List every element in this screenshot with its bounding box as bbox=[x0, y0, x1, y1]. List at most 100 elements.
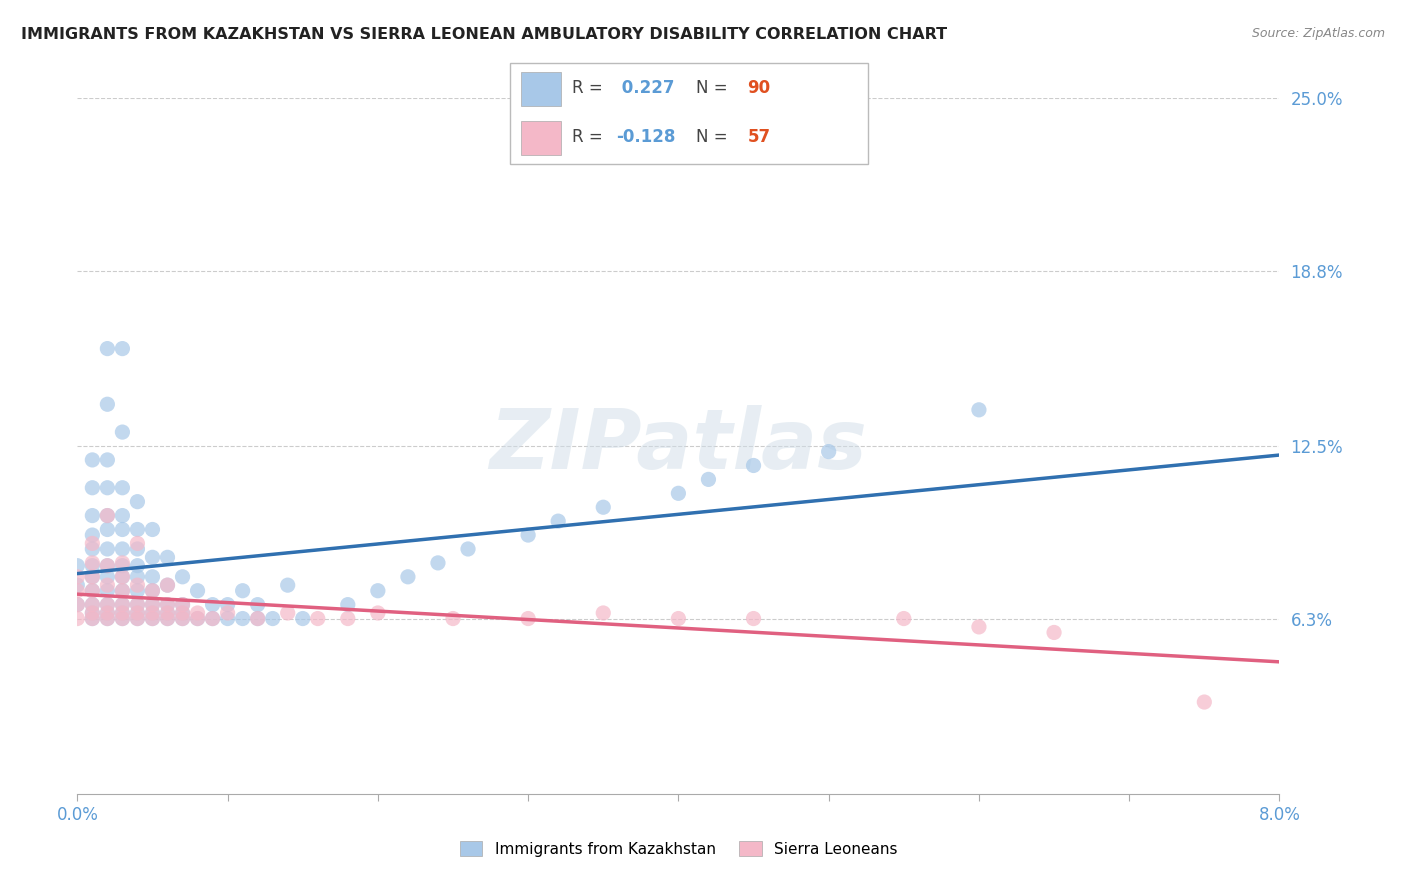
Point bbox=[172, 611, 194, 625]
Point bbox=[111, 541, 134, 556]
Point bbox=[111, 583, 134, 598]
Point bbox=[156, 611, 179, 625]
Point bbox=[111, 523, 134, 537]
Point bbox=[517, 528, 540, 542]
Text: -0.128: -0.128 bbox=[616, 128, 675, 146]
Point bbox=[186, 606, 209, 620]
Point bbox=[141, 583, 163, 598]
Text: ZIPatlas: ZIPatlas bbox=[489, 406, 868, 486]
Text: 57: 57 bbox=[748, 128, 770, 146]
FancyBboxPatch shape bbox=[510, 63, 868, 164]
Point bbox=[82, 598, 104, 612]
Point bbox=[742, 458, 765, 473]
Point bbox=[141, 611, 163, 625]
Point bbox=[517, 611, 540, 625]
Text: R =: R = bbox=[572, 128, 607, 146]
Point bbox=[96, 598, 118, 612]
Point bbox=[156, 598, 179, 612]
Point bbox=[96, 611, 118, 625]
Point bbox=[96, 508, 118, 523]
Point bbox=[141, 570, 163, 584]
Point bbox=[156, 611, 179, 625]
Point bbox=[127, 598, 149, 612]
Point bbox=[127, 583, 149, 598]
Point bbox=[96, 342, 118, 356]
Point bbox=[742, 611, 765, 625]
Point bbox=[66, 598, 89, 612]
Point bbox=[111, 508, 134, 523]
Point bbox=[141, 611, 163, 625]
FancyBboxPatch shape bbox=[520, 121, 561, 155]
Point bbox=[172, 570, 194, 584]
Point bbox=[127, 570, 149, 584]
Point bbox=[66, 583, 89, 598]
Point bbox=[172, 606, 194, 620]
Point bbox=[127, 606, 149, 620]
Text: N =: N = bbox=[696, 128, 733, 146]
Point bbox=[82, 611, 104, 625]
Point bbox=[427, 556, 450, 570]
Text: IMMIGRANTS FROM KAZAKHSTAN VS SIERRA LEONEAN AMBULATORY DISABILITY CORRELATION C: IMMIGRANTS FROM KAZAKHSTAN VS SIERRA LEO… bbox=[21, 27, 948, 42]
Point bbox=[82, 541, 104, 556]
Point bbox=[156, 550, 179, 565]
Point bbox=[82, 558, 104, 573]
Point bbox=[201, 598, 224, 612]
Point bbox=[291, 611, 314, 625]
Point bbox=[127, 611, 149, 625]
Point bbox=[141, 550, 163, 565]
Point bbox=[96, 453, 118, 467]
Point bbox=[307, 611, 329, 625]
Text: R =: R = bbox=[572, 79, 607, 97]
Point bbox=[111, 481, 134, 495]
Point bbox=[111, 556, 134, 570]
Point bbox=[96, 558, 118, 573]
Point bbox=[697, 472, 720, 486]
Point bbox=[127, 523, 149, 537]
Point bbox=[96, 598, 118, 612]
Point bbox=[967, 402, 990, 417]
Point bbox=[141, 598, 163, 612]
Point bbox=[111, 598, 134, 612]
Point bbox=[156, 578, 179, 592]
Point bbox=[186, 611, 209, 625]
Point bbox=[82, 481, 104, 495]
Point bbox=[111, 342, 134, 356]
Point bbox=[668, 611, 690, 625]
Point bbox=[111, 570, 134, 584]
Point bbox=[127, 541, 149, 556]
Point bbox=[82, 508, 104, 523]
Point bbox=[141, 606, 163, 620]
Point bbox=[217, 611, 239, 625]
Point bbox=[66, 578, 89, 592]
Point bbox=[96, 481, 118, 495]
Point bbox=[201, 611, 224, 625]
Point bbox=[96, 508, 118, 523]
Point bbox=[127, 611, 149, 625]
Point bbox=[127, 536, 149, 550]
Point bbox=[172, 598, 194, 612]
Point bbox=[82, 583, 104, 598]
Point bbox=[1043, 625, 1066, 640]
Point bbox=[156, 606, 179, 620]
Point bbox=[96, 606, 118, 620]
Point bbox=[336, 598, 359, 612]
Text: N =: N = bbox=[696, 79, 733, 97]
Point bbox=[111, 611, 134, 625]
Point bbox=[127, 558, 149, 573]
Point bbox=[66, 611, 89, 625]
Point bbox=[96, 570, 118, 584]
Point bbox=[172, 598, 194, 612]
Point bbox=[82, 528, 104, 542]
Point bbox=[111, 606, 134, 620]
Text: Source: ZipAtlas.com: Source: ZipAtlas.com bbox=[1251, 27, 1385, 40]
Point bbox=[82, 556, 104, 570]
Point bbox=[668, 486, 690, 500]
Point bbox=[127, 578, 149, 592]
Point bbox=[172, 611, 194, 625]
Point bbox=[1194, 695, 1216, 709]
Point bbox=[156, 606, 179, 620]
Point bbox=[127, 598, 149, 612]
Point bbox=[156, 598, 179, 612]
Point bbox=[111, 611, 134, 625]
Point bbox=[96, 611, 118, 625]
